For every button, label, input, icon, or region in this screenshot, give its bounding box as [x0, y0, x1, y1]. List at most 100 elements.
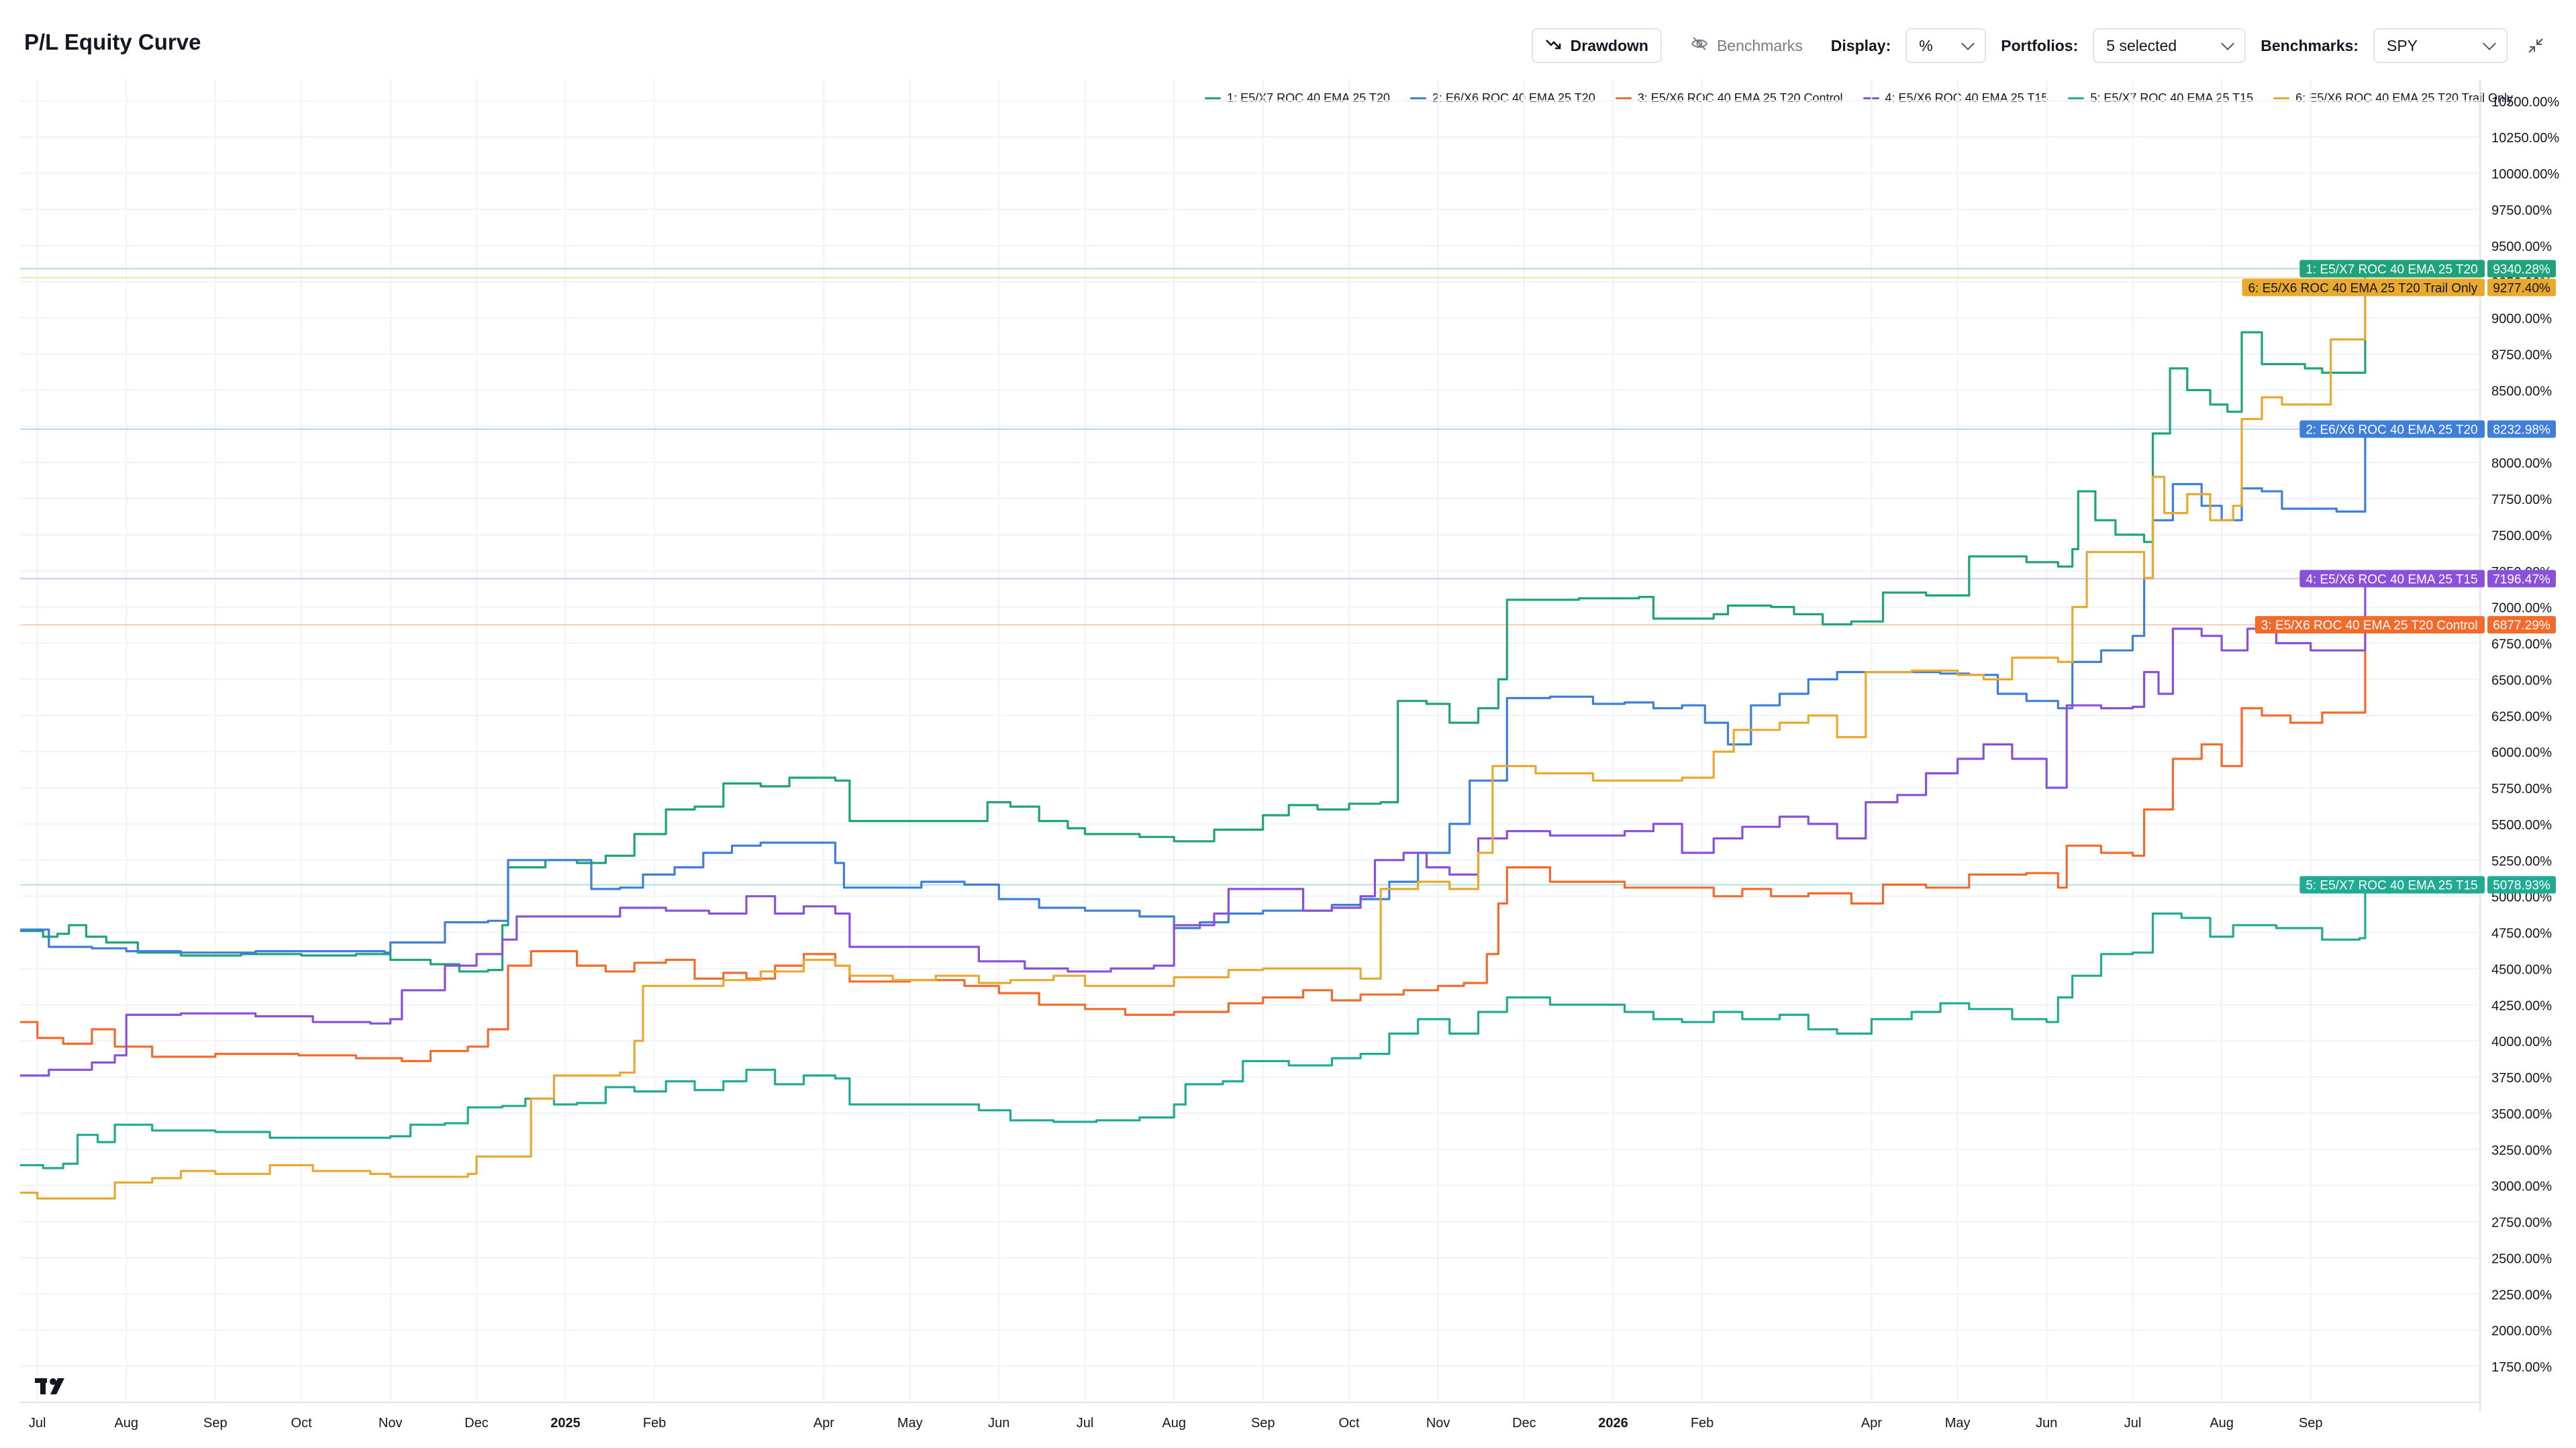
y-tick-label: 4250.00% — [2491, 998, 2552, 1013]
x-tick-label: Jun — [2036, 1416, 2057, 1431]
x-tick-label: Jul — [2124, 1416, 2142, 1431]
y-tick-label: 3750.00% — [2491, 1071, 2552, 1086]
y-tick-label: 2000.00% — [2491, 1324, 2552, 1339]
last-value-name: 3: E5/X6 ROC 40 EMA 25 T20 Control — [2261, 619, 2478, 633]
x-tick-label: Apr — [1861, 1416, 1882, 1431]
collapse-icon[interactable] — [2522, 32, 2549, 59]
last-value-box — [2487, 420, 2556, 438]
y-tick-label: 6750.00% — [2491, 637, 2552, 652]
x-tick-label: Oct — [1338, 1416, 1360, 1431]
x-tick-label: Oct — [291, 1416, 313, 1431]
y-tick-label: 9750.00% — [2491, 203, 2552, 218]
portfolios-select[interactable]: 5 selected — [2093, 28, 2246, 63]
x-tick-label: Feb — [1691, 1416, 1714, 1431]
y-tick-label: 1750.00% — [2491, 1360, 2552, 1375]
page-title: P/L Equity Curve — [24, 30, 201, 54]
y-tick-label: 9000.00% — [2491, 312, 2552, 327]
last-value-label: 7196.47% — [2493, 572, 2550, 586]
legend-swatch — [1409, 97, 1426, 99]
last-value-box — [2487, 876, 2556, 894]
series-line-2[interactable] — [20, 429, 2367, 954]
y-tick-label: 4000.00% — [2491, 1035, 2552, 1049]
last-value-label: 8232.98% — [2493, 423, 2550, 437]
drawdown-button[interactable]: Drawdown — [1531, 28, 1662, 63]
last-value-label: 9277.40% — [2493, 281, 2550, 295]
last-value-name-box — [2299, 570, 2485, 588]
legend-swatch — [2273, 97, 2290, 99]
y-tick-label: 6000.00% — [2491, 745, 2552, 760]
last-value-box — [2487, 278, 2556, 297]
y-tick-label: 2750.00% — [2491, 1216, 2552, 1231]
y-tick-label: 4500.00% — [2491, 962, 2552, 977]
series-line-1[interactable] — [20, 268, 2367, 973]
x-tick-label: 2025 — [550, 1416, 581, 1431]
eye-off-icon — [1690, 36, 1709, 55]
x-tick-label: Nov — [1426, 1416, 1450, 1431]
tradingview-logo — [35, 1377, 70, 1397]
y-tick-label: 5000.00% — [2491, 890, 2552, 905]
last-value-name: 4: E5/X6 ROC 40 EMA 25 T15 — [2306, 572, 2477, 586]
y-tick-label: 9500.00% — [2491, 240, 2552, 254]
display-value: % — [1919, 36, 1933, 54]
x-tick-label: Jul — [1077, 1416, 1094, 1431]
display-select[interactable]: % — [1905, 28, 1987, 63]
last-value-name-box — [2299, 876, 2485, 894]
x-tick-label: Sep — [1251, 1416, 1275, 1431]
last-value-name-box — [2299, 420, 2485, 438]
trend-down-icon — [1545, 37, 1563, 55]
y-tick-label: 7750.00% — [2491, 493, 2552, 507]
y-tick-label: 5250.00% — [2491, 854, 2552, 869]
x-tick-label: Aug — [114, 1416, 138, 1431]
x-tick-label: Dec — [1512, 1416, 1536, 1431]
y-tick-label: 3000.00% — [2491, 1180, 2552, 1194]
y-tick-label: 4750.00% — [2491, 927, 2552, 941]
legend-swatch — [1205, 97, 1222, 99]
x-tick-label: Feb — [643, 1416, 666, 1431]
x-tick-label: 2026 — [1598, 1416, 1628, 1431]
y-tick-label: 10000.00% — [2491, 167, 2559, 182]
y-tick-label: 7500.00% — [2491, 529, 2552, 544]
series-line-6[interactable] — [20, 277, 2367, 1200]
y-tick-label: 10250.00% — [2491, 131, 2559, 146]
y-tick-label: 10500.00% — [2491, 95, 2559, 109]
x-tick-label: Jun — [988, 1416, 1009, 1431]
last-value-name-box — [2299, 260, 2485, 278]
toolbar: Drawdown Benchmarks Display: % Portfolio… — [1531, 27, 2549, 64]
last-value-name: 6: E5/X6 ROC 40 EMA 25 T20 Trail Only — [2248, 281, 2477, 295]
y-tick-label: 8000.00% — [2491, 456, 2552, 471]
portfolios-label: Portfolios: — [2001, 36, 2079, 54]
portfolios-value: 5 selected — [2106, 36, 2177, 54]
x-tick-label: May — [897, 1416, 923, 1431]
legend-swatch — [1615, 97, 1632, 99]
y-tick-label: 3500.00% — [2491, 1107, 2552, 1122]
x-tick-label: Sep — [203, 1416, 228, 1431]
last-value-name: 2: E6/X6 ROC 40 EMA 25 T20 — [2306, 423, 2477, 437]
last-value-name: 5: E5/X7 ROC 40 EMA 25 T15 — [2306, 879, 2477, 893]
series-line-3[interactable] — [20, 625, 2367, 1062]
series-line-5[interactable] — [20, 884, 2367, 1170]
y-tick-label: 5750.00% — [2491, 782, 2552, 796]
x-tick-label: Aug — [1162, 1416, 1186, 1431]
benchmarks-toggle-button[interactable]: Benchmarks — [1676, 28, 1816, 63]
last-value-box — [2487, 616, 2556, 634]
last-value-name-box — [2255, 616, 2485, 634]
last-value-box — [2487, 260, 2556, 278]
x-tick-label: Jul — [29, 1416, 46, 1431]
series-line-4[interactable] — [20, 578, 2367, 1077]
benchmarks-select[interactable]: SPY — [2373, 28, 2508, 63]
y-tick-label: 5500.00% — [2491, 818, 2552, 833]
y-tick-label: 2250.00% — [2491, 1288, 2552, 1302]
last-value-label: 6877.29% — [2493, 619, 2550, 633]
x-tick-label: May — [1945, 1416, 1971, 1431]
display-label: Display: — [1830, 36, 1891, 54]
last-value-label: 5078.93% — [2493, 879, 2550, 893]
benchmarks-toggle-label: Benchmarks — [1716, 36, 1803, 54]
benchmarks-label: Benchmarks: — [2261, 36, 2359, 54]
drawdown-label: Drawdown — [1570, 36, 1648, 54]
x-tick-label: Aug — [2210, 1416, 2234, 1431]
last-value-name-box — [2242, 278, 2485, 297]
benchmarks-value: SPY — [2387, 36, 2418, 54]
y-tick-label: 3250.00% — [2491, 1143, 2552, 1158]
y-tick-label: 7000.00% — [2491, 601, 2552, 616]
